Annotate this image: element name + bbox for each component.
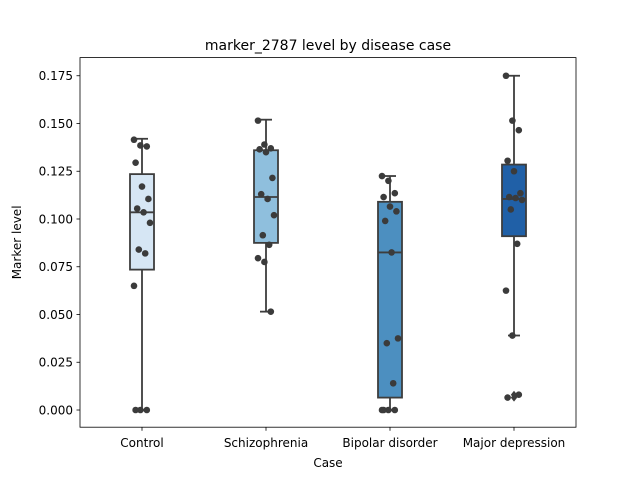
data-point [264,195,271,203]
y-axis-label: Marker level [10,205,24,279]
data-point [388,249,395,256]
chart-title: marker_2787 level by disease case [205,38,451,54]
data-point [504,394,511,401]
data-point [502,287,510,294]
data-point [509,117,516,124]
data-point [130,136,138,144]
data-point [135,246,143,253]
data-point [267,145,275,152]
data-point [262,148,270,156]
data-point [145,195,152,203]
data-point [380,193,387,201]
boxes-layer [129,74,527,411]
data-point [133,205,141,212]
data-point [265,241,273,249]
y-tick-label: 0.175 [39,69,73,83]
data-point [385,177,392,185]
y-tick-label: 0.075 [39,260,73,274]
data-point [132,406,139,414]
data-point [517,189,524,197]
data-point [138,183,146,190]
data-point [515,126,523,134]
data-point [270,211,278,219]
data-point [512,194,519,202]
y-tick-label: 0.050 [39,308,73,322]
data-point [269,174,276,182]
y-tick-label: 0.125 [39,165,73,179]
data-point [391,406,399,414]
data-point [256,145,263,153]
data-point [518,196,526,204]
data-point [386,203,394,210]
data-point [130,282,138,290]
data-point [504,157,511,165]
data-point [510,167,518,175]
data-point [254,254,262,262]
data-point [267,308,275,315]
y-tick-label: 0.000 [39,403,73,417]
data-point [505,193,513,201]
data-point [513,240,521,248]
data-point [394,335,402,342]
y-tick-label: 0.150 [39,117,73,131]
data-point [254,117,262,124]
x-tick-label: Control [120,436,163,450]
data-point [141,250,149,257]
points-layer [130,72,526,414]
data-point [515,391,523,399]
data-point [393,208,400,215]
data-point [132,159,139,166]
data-point [383,339,391,347]
x-tick-label: Bipolar disorder [342,436,437,450]
data-point [380,406,387,414]
x-axis-label: Case [313,456,342,470]
y-tick-label: 0.100 [39,212,73,226]
data-point [257,190,265,198]
data-point [507,206,515,213]
x-tick-label: Major depression [463,436,566,450]
data-point [385,406,392,414]
data-point [509,332,516,339]
box-group [377,175,403,411]
plot-frame [79,57,577,428]
x-tick-label: Schizophrenia [224,436,308,450]
data-point [261,141,268,148]
data-point [391,189,399,197]
data-point [146,219,154,227]
outlier-marker [510,393,518,402]
data-point [259,231,267,239]
data-point [381,217,389,225]
y-tick-label: 0.025 [39,356,73,370]
data-point [137,142,144,149]
y-axis: 0.000 0.025 0.050 0.075 0.100 0.125 0.150 0.175 [39,69,80,417]
x-axis: Control Schizophrenia Bipolar disorder Majo… [120,427,565,450]
data-point [143,406,151,414]
data-point [143,143,151,150]
data-point [261,258,268,266]
data-point [137,406,144,414]
box-iqr [377,200,403,399]
data-point [502,72,510,80]
data-point [389,379,397,387]
data-point [140,209,147,216]
data-point [378,172,386,180]
